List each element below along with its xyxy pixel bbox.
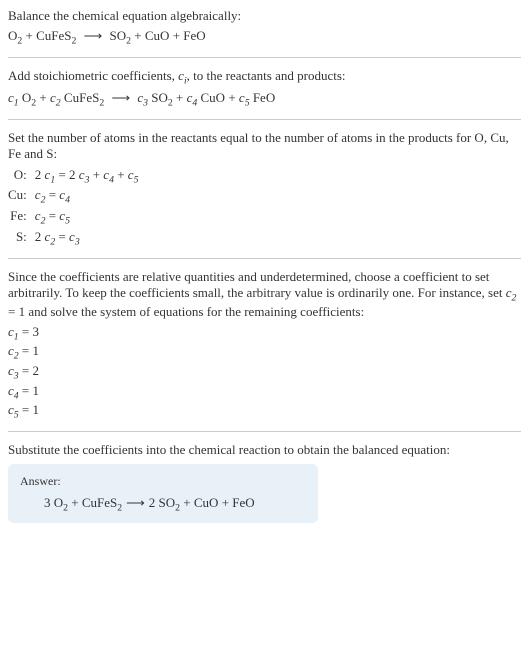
section-stoichiometric: Add stoichiometric coefficients, ci, to … xyxy=(8,68,521,109)
section-atoms: Set the number of atoms in the reactants… xyxy=(8,130,521,248)
stoich-equation: c1 O2 + c2 CuFeS2 ⟶ c3 SO2 + c4 CuO + c5… xyxy=(8,90,521,109)
product-3: FeO xyxy=(183,28,205,43)
coefficient-list: c1 = 3 c2 = 1 c3 = 2 c4 = 1 c5 = 1 xyxy=(8,324,521,421)
coefficient-value: c3 = 2 xyxy=(8,363,521,382)
substitute-intro: Substitute the coefficients into the che… xyxy=(8,442,521,458)
divider xyxy=(8,57,521,58)
arrow-icon: ⟶ xyxy=(80,28,107,43)
atom-equations-table: O: 2 c1 = 2 c3 + c4 + c5 Cu: c2 = c4 Fe:… xyxy=(8,166,144,248)
element-label: O: xyxy=(8,166,35,187)
arrow-icon: ⟶ xyxy=(122,495,149,510)
solve-intro: Since the coefficients are relative quan… xyxy=(8,269,521,320)
coefficient-value: c4 = 1 xyxy=(8,383,521,402)
section-substitute: Substitute the coefficients into the che… xyxy=(8,442,521,524)
divider xyxy=(8,431,521,432)
atoms-intro: Set the number of atoms in the reactants… xyxy=(8,130,521,162)
element-label: Cu: xyxy=(8,186,35,207)
element-label: S: xyxy=(8,228,35,249)
answer-equation: 3 O2 + CuFeS2⟶2 SO2 + CuO + FeO xyxy=(20,495,306,514)
element-equation: 2 c2 = c3 xyxy=(35,228,145,249)
element-equation: c2 = c4 xyxy=(35,186,145,207)
element-equation: c2 = c5 xyxy=(35,207,145,228)
coefficient-value: c1 = 3 xyxy=(8,324,521,343)
arrow-icon: ⟶ xyxy=(107,90,134,105)
table-row: O: 2 c1 = 2 c3 + c4 + c5 xyxy=(8,166,144,187)
product-1: SO2 xyxy=(110,28,132,43)
element-equation: 2 c1 = 2 c3 + c4 + c5 xyxy=(35,166,145,187)
section-solve: Since the coefficients are relative quan… xyxy=(8,269,521,421)
table-row: Cu: c2 = c4 xyxy=(8,186,144,207)
divider xyxy=(8,119,521,120)
balance-intro: Balance the chemical equation algebraica… xyxy=(8,8,521,24)
element-label: Fe: xyxy=(8,207,35,228)
reactant-1: O2 xyxy=(8,28,22,43)
balance-equation: O2 + CuFeS2 ⟶ SO2 + CuO + FeO xyxy=(8,28,521,47)
reactant-2: CuFeS2 xyxy=(36,28,76,43)
table-row: S: 2 c2 = c3 xyxy=(8,228,144,249)
divider xyxy=(8,258,521,259)
coefficient-value: c2 = 1 xyxy=(8,343,521,362)
product-2: CuO xyxy=(145,28,170,43)
stoich-intro: Add stoichiometric coefficients, ci, to … xyxy=(8,68,521,87)
table-row: Fe: c2 = c5 xyxy=(8,207,144,228)
section-balance: Balance the chemical equation algebraica… xyxy=(8,8,521,47)
answer-box: Answer: 3 O2 + CuFeS2⟶2 SO2 + CuO + FeO xyxy=(8,464,318,524)
coefficient-value: c5 = 1 xyxy=(8,402,521,421)
answer-label: Answer: xyxy=(20,474,306,489)
